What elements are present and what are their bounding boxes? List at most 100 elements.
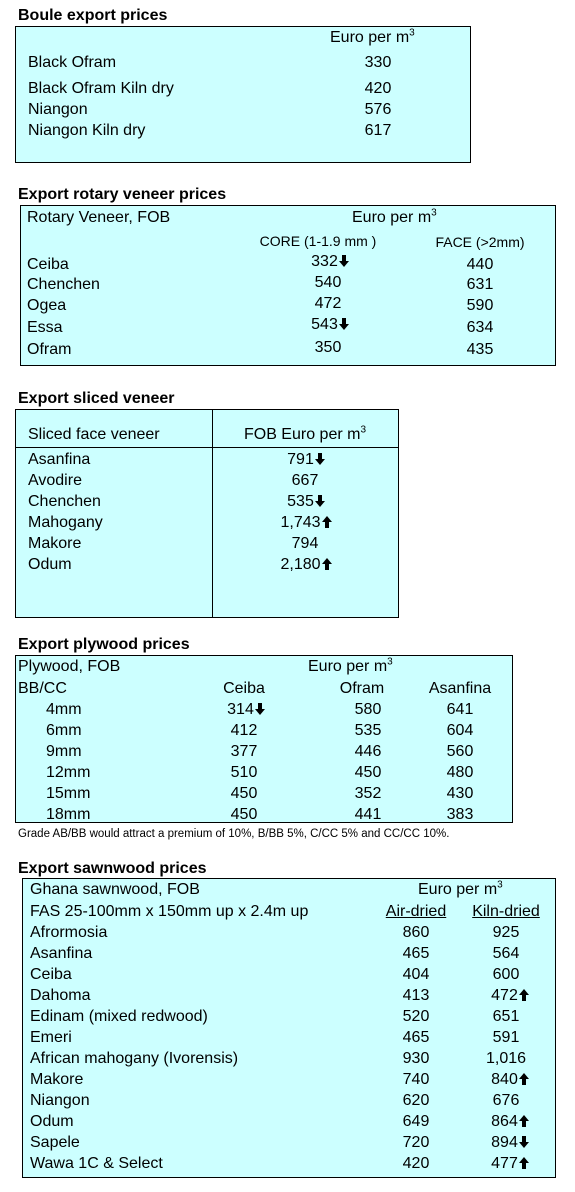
cell: 600 [492,966,520,983]
header: BB/CC [18,680,67,697]
column-header: Ofram [339,680,385,697]
row-label: Asanfina [30,945,93,962]
row-label: 4mm [46,701,82,718]
row-label: Chenchen [27,276,100,293]
column-header: FOB Euro per m3 [220,425,390,444]
up-arrow [321,558,332,570]
down-arrow [338,255,349,267]
row-label: Black Ofram [28,54,117,71]
header-text: Euro per m [308,658,388,675]
cell: 330 [364,54,392,71]
cell: 649 [402,1113,430,1130]
column-header: FACE (>2mm) [435,234,525,250]
up-arrow [321,516,332,528]
row-label: Ofram [27,341,72,358]
row-label: 15mm [46,785,91,802]
cell: 604 [446,722,474,739]
table-box [15,26,471,163]
row-label: 12mm [46,764,91,781]
row-label: Makore [30,1071,84,1088]
cell-text: 472 [491,987,518,1004]
row-label: Chenchen [28,493,101,510]
superscript: 3 [431,207,437,219]
down-arrow [314,495,325,507]
cell: 435 [466,341,494,358]
column-rule [212,409,213,618]
row-label: Makore [28,535,82,552]
cell: 472 [314,295,342,312]
header: Euro per m3 [308,657,393,676]
column-header: Sliced face veneer [28,426,160,443]
cell: 404 [402,966,430,983]
row-label: 18mm [46,806,91,823]
cell: 720 [402,1134,430,1151]
header: Rotary Veneer, FOB [27,209,171,226]
cell: 794 [291,535,319,552]
footnote: Grade AB/BB would attract a premium of 1… [18,828,450,840]
cell: 472 [460,987,560,1005]
cell: 314 [196,701,296,719]
cell: 413 [402,987,430,1004]
cell: 510 [230,764,258,781]
header: Ghana sawnwood, FOB [30,881,200,898]
row-label: Ceiba [30,966,72,983]
section-title: Boule export prices [18,7,168,24]
down-arrow [314,453,325,465]
cell: 332 [280,253,380,271]
row-label: Black Ofram Kiln dry [28,80,174,97]
column-header: Asanfina [428,680,492,697]
cell: 1,016 [485,1050,527,1067]
cell: 631 [466,276,494,293]
cell: 535 [256,493,356,511]
row-label: Emeri [30,1029,72,1046]
section-title: Export sliced veneer [18,390,175,407]
row-label: Niangon [30,1092,90,1109]
cell-text: 477 [491,1155,518,1172]
cell: 446 [354,743,382,760]
cell: 430 [446,785,474,802]
row-label: Essa [27,319,63,336]
row-label: Niangon [28,101,88,118]
header-text: Euro per m [352,209,432,226]
cell: 576 [364,101,392,118]
superscript: 3 [497,879,503,891]
cell: 540 [314,274,342,291]
cell: 450 [230,806,258,823]
cell-text: 1,743 [280,514,321,531]
header-rule [15,447,399,448]
cell: 440 [466,256,494,273]
cell: 591 [492,1029,520,1046]
up-arrow [518,1073,529,1085]
cell-text: 864 [491,1113,518,1130]
row-label: 6mm [46,722,82,739]
column-header: CORE (1-1.9 mm ) [259,233,377,249]
cell: 860 [402,924,430,941]
row-label: Dahoma [30,987,91,1004]
section-title: Export rotary veneer prices [18,186,227,203]
cell-text: 332 [311,253,338,270]
column-header: Air-dried [366,903,466,921]
cell-text: 2,180 [280,556,321,573]
cell: 864 [460,1113,560,1131]
cell: 1,743 [256,514,356,532]
cell: 450 [354,764,382,781]
cell: 894 [460,1134,560,1152]
up-arrow [518,1157,529,1169]
table-box [15,655,513,823]
cell: 590 [466,297,494,314]
cell: 441 [354,806,382,823]
header: Euro per m3 [352,207,437,227]
header-text: Euro per m [330,29,410,46]
cell: 450 [230,785,258,802]
cell: 930 [402,1050,430,1067]
cell-text: 840 [491,1071,518,1088]
cell: 377 [230,743,258,760]
down-arrow [254,703,265,715]
row-label: Odum [30,1113,74,1130]
row-label: Asanfina [28,451,91,468]
cell: 477 [460,1155,560,1173]
cell: 925 [492,924,520,941]
cell: 667 [291,472,319,489]
cell: 676 [492,1092,520,1109]
